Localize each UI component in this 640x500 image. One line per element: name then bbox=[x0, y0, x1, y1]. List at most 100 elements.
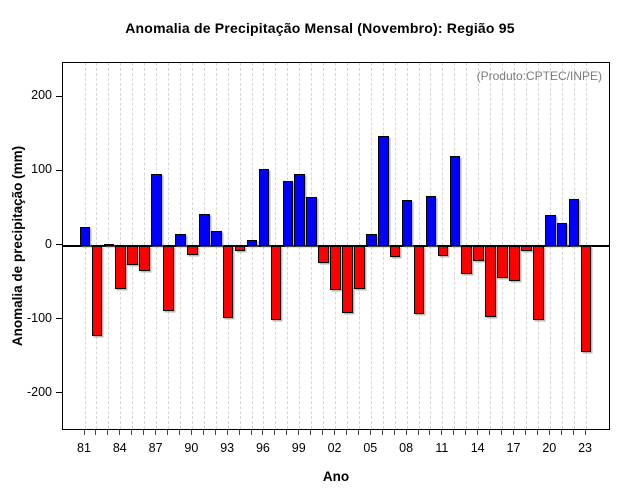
bar-2022 bbox=[568, 198, 580, 246]
y-tick-label: 0 bbox=[45, 236, 52, 251]
bar-1996 bbox=[258, 169, 270, 246]
bar-2008 bbox=[401, 200, 413, 246]
bar-2020 bbox=[544, 215, 556, 246]
x-tick-label: 87 bbox=[148, 441, 163, 455]
bar-2010 bbox=[425, 195, 437, 246]
x-tick bbox=[226, 430, 228, 435]
x-tick-label: 02 bbox=[327, 441, 342, 455]
x-axis-label: Ano bbox=[322, 469, 350, 484]
bar-2011 bbox=[437, 245, 449, 256]
x-tick-label: 20 bbox=[542, 441, 557, 455]
bar-2019 bbox=[533, 245, 544, 320]
y-tick bbox=[56, 169, 62, 171]
bar-2003 bbox=[342, 245, 353, 314]
bar-2001 bbox=[318, 245, 329, 264]
bar-2023 bbox=[580, 245, 592, 352]
bar-2007 bbox=[389, 245, 401, 258]
bar-2018 bbox=[521, 245, 532, 251]
x-tick bbox=[322, 430, 324, 435]
x-tick bbox=[548, 430, 550, 435]
x-tick-label: 05 bbox=[363, 441, 378, 455]
x-tick bbox=[441, 430, 443, 435]
bar-2000 bbox=[306, 197, 317, 246]
y-tick bbox=[56, 392, 62, 394]
x-tick bbox=[465, 430, 467, 435]
bar-1982 bbox=[91, 245, 103, 337]
x-tick bbox=[95, 430, 97, 435]
bar-1992 bbox=[210, 231, 222, 246]
x-tick bbox=[250, 430, 252, 435]
x-tick bbox=[453, 430, 455, 435]
x-tick-label: 14 bbox=[470, 441, 485, 455]
bar-2012 bbox=[449, 156, 461, 246]
x-tick-label: 23 bbox=[578, 441, 592, 455]
x-tick bbox=[298, 430, 300, 435]
x-tick-label: 84 bbox=[112, 441, 127, 455]
x-tick bbox=[262, 430, 264, 435]
bar-1989 bbox=[175, 234, 186, 246]
bar-2015 bbox=[485, 245, 496, 317]
x-tick-label: 08 bbox=[399, 441, 414, 455]
x-tick bbox=[107, 430, 109, 435]
x-tick bbox=[131, 430, 133, 435]
bar-1985 bbox=[127, 245, 138, 265]
plot-area: (Produto:CPTEC/INPE) bbox=[62, 62, 610, 430]
x-tick bbox=[178, 430, 180, 435]
bar-2014 bbox=[473, 245, 484, 262]
x-tick bbox=[155, 430, 157, 435]
bar-2009 bbox=[413, 245, 425, 314]
x-tick bbox=[202, 430, 204, 435]
y-tick bbox=[56, 95, 62, 97]
x-tick bbox=[381, 430, 383, 435]
x-tick bbox=[310, 430, 312, 435]
x-tick bbox=[83, 430, 85, 435]
bar-2021 bbox=[556, 223, 568, 246]
bar-2006 bbox=[377, 135, 389, 246]
x-tick bbox=[477, 430, 479, 435]
y-tick-label: 200 bbox=[31, 88, 52, 103]
x-tick-label: 81 bbox=[77, 441, 91, 455]
bar-1991 bbox=[199, 213, 210, 246]
x-tick bbox=[286, 430, 288, 435]
x-tick bbox=[489, 430, 491, 435]
x-tick bbox=[357, 430, 359, 435]
bar-1981 bbox=[79, 226, 91, 246]
bar-1993 bbox=[222, 245, 234, 319]
bar-1997 bbox=[270, 245, 282, 321]
x-tick bbox=[369, 430, 371, 435]
bar-1984 bbox=[115, 245, 127, 290]
x-tick bbox=[405, 430, 407, 435]
bar-2005 bbox=[366, 234, 377, 246]
bar-2017 bbox=[509, 245, 520, 282]
x-tick bbox=[512, 430, 514, 435]
x-tick bbox=[167, 430, 168, 435]
x-tick bbox=[524, 430, 526, 435]
bar-2004 bbox=[354, 245, 365, 289]
y-tick-label: -100 bbox=[26, 310, 52, 325]
y-tick-label: 100 bbox=[31, 162, 52, 177]
x-tick-label: 11 bbox=[435, 441, 449, 455]
x-tick bbox=[429, 430, 431, 435]
y-tick bbox=[56, 244, 62, 246]
x-tick bbox=[501, 430, 503, 435]
bar-1998 bbox=[282, 180, 294, 246]
x-tick bbox=[417, 430, 419, 435]
x-tick-label: 96 bbox=[255, 441, 270, 455]
x-tick bbox=[119, 430, 121, 435]
x-tick bbox=[345, 430, 347, 435]
x-tick-label: 99 bbox=[291, 441, 306, 455]
x-tick bbox=[584, 430, 586, 435]
x-tick bbox=[536, 430, 538, 435]
bar-1994 bbox=[234, 245, 246, 252]
bar-2002 bbox=[330, 245, 341, 291]
bar-2013 bbox=[461, 245, 473, 275]
x-tick bbox=[274, 430, 276, 435]
x-tick-label: 17 bbox=[506, 441, 521, 455]
y-tick-label: -200 bbox=[26, 384, 52, 399]
x-tick bbox=[334, 430, 336, 435]
bar-1999 bbox=[294, 174, 306, 246]
x-tick-label: 90 bbox=[184, 441, 199, 455]
chart-title: Anomalia de Precipitação Mensal (Novembr… bbox=[125, 20, 515, 36]
bar-1987 bbox=[151, 174, 162, 246]
